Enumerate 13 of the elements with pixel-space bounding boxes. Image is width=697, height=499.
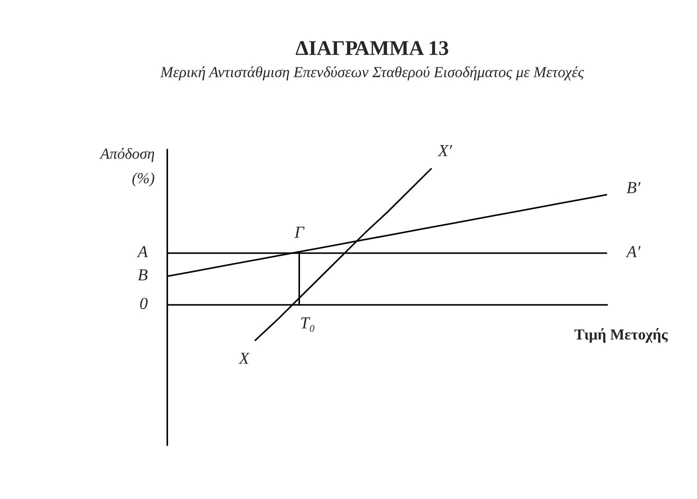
text: B <box>138 269 148 280</box>
chart-subtitle: Μερική Αντιστάθμιση Επενδύσεων Σταθερού Εισοδήματος με Μετοχές <box>160 66 584 80</box>
text: X <box>238 352 250 364</box>
text: 0 <box>140 298 148 310</box>
text: B′ <box>626 182 641 194</box>
text: A <box>136 246 148 258</box>
x-axis-title: Τιμή Μετοχής <box>574 328 668 343</box>
y-axis-title: Απόδοση (%) <box>99 148 154 186</box>
chart-title: ΔΙΑΓΡΑΜΜΑ 13 <box>296 41 448 56</box>
annotation: Γ <box>294 226 304 238</box>
annotation: T₀ <box>301 317 314 332</box>
text: X′ <box>438 145 452 156</box>
text: A′ <box>626 246 641 258</box>
